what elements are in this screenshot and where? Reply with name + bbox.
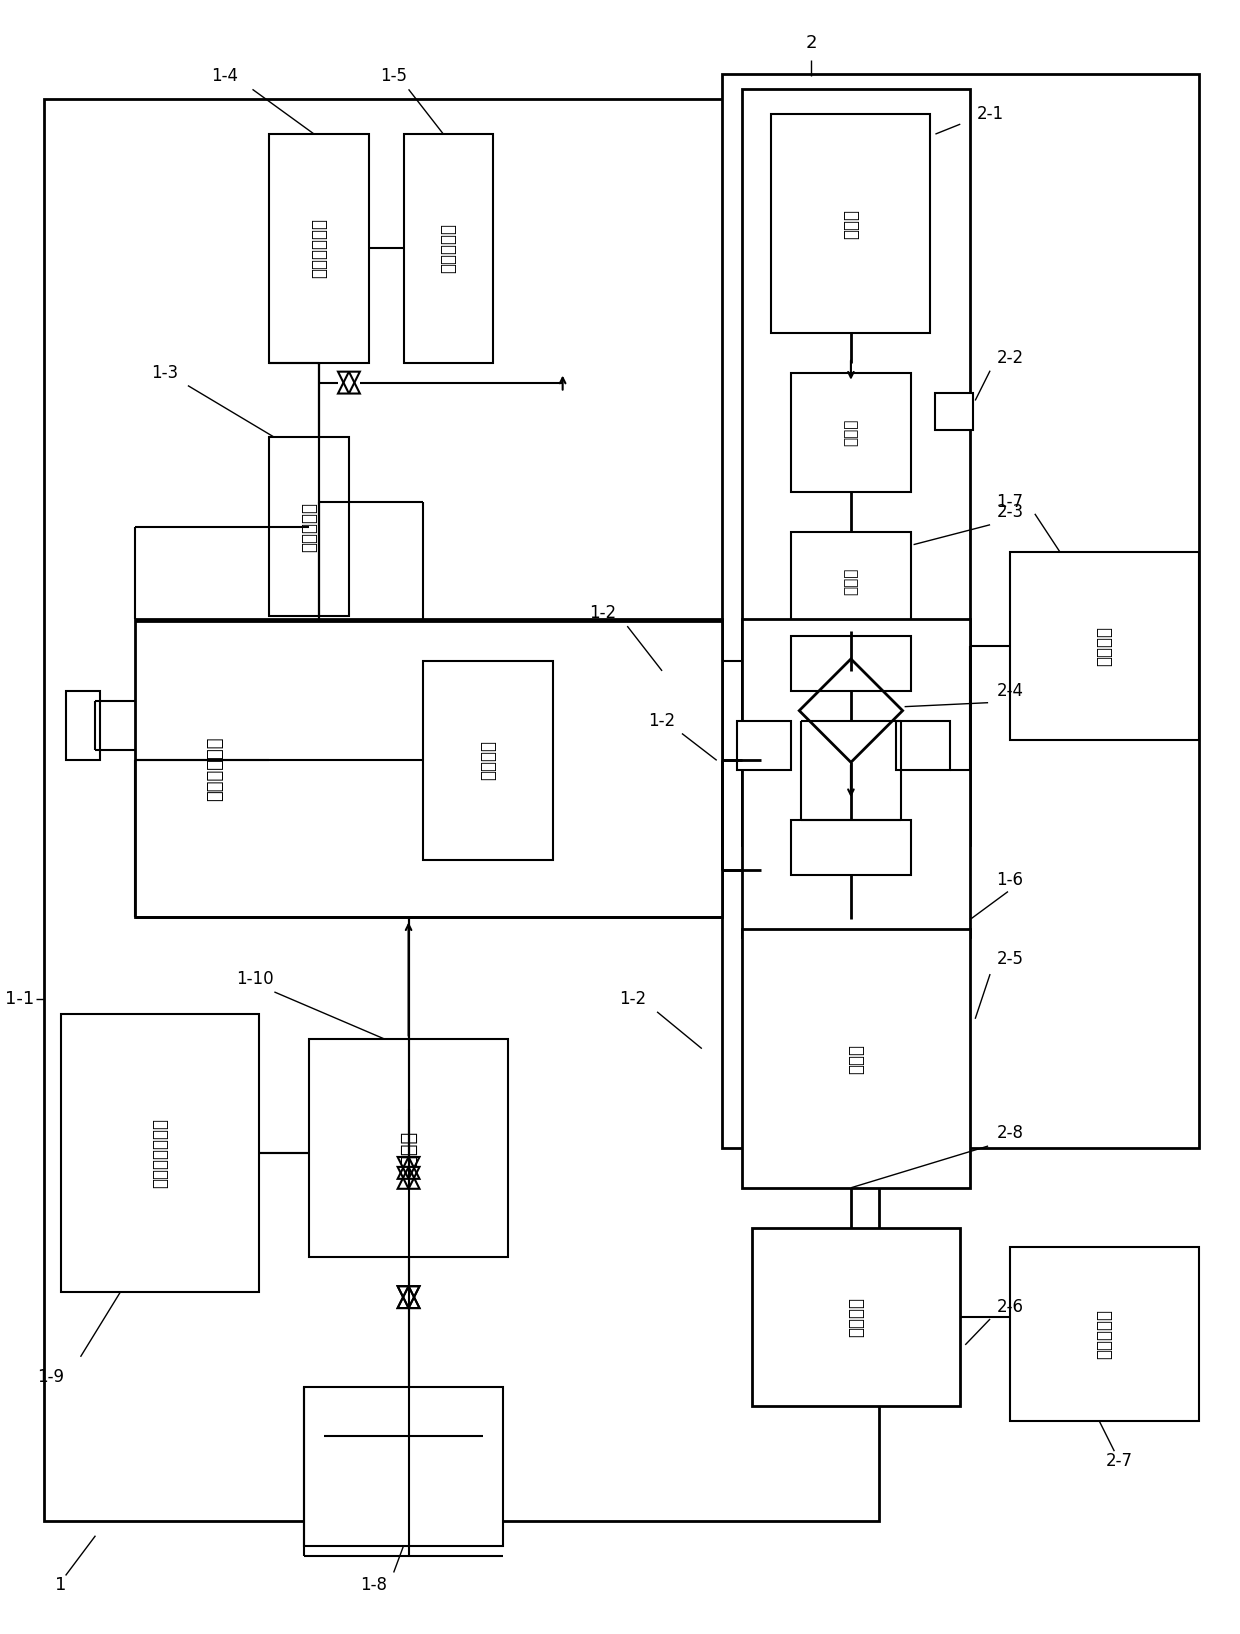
Bar xyxy=(43,100,879,1521)
Text: 2-4: 2-4 xyxy=(997,681,1023,699)
Text: 2-2: 2-2 xyxy=(997,348,1023,366)
Text: 1-2: 1-2 xyxy=(589,605,616,623)
Text: 准直镜: 准直镜 xyxy=(843,567,858,595)
Text: 激光器: 激光器 xyxy=(842,209,859,239)
Text: 1: 1 xyxy=(55,1577,66,1595)
Text: 2-6: 2-6 xyxy=(997,1297,1023,1315)
Text: 第二计算机: 第二计算机 xyxy=(439,224,458,273)
Bar xyxy=(791,820,910,874)
Text: 2-3: 2-3 xyxy=(997,503,1023,521)
Bar xyxy=(722,75,1199,1149)
Text: 1-7: 1-7 xyxy=(997,493,1023,511)
Text: 2-1: 2-1 xyxy=(977,105,1003,123)
Text: 第一计算机: 第一计算机 xyxy=(1095,1309,1114,1359)
Text: 数据采集系统: 数据采集系统 xyxy=(310,219,329,278)
Bar xyxy=(791,636,910,691)
Text: 1-6: 1-6 xyxy=(997,871,1023,889)
Text: 1-10: 1-10 xyxy=(236,971,273,989)
Bar xyxy=(1009,1247,1199,1422)
Bar xyxy=(269,134,368,363)
Bar xyxy=(61,1013,259,1292)
Bar xyxy=(742,619,970,938)
Bar xyxy=(66,691,100,760)
Bar xyxy=(135,619,722,917)
Bar xyxy=(791,531,910,631)
Text: 2-8: 2-8 xyxy=(997,1124,1023,1142)
Text: 1-1: 1-1 xyxy=(5,990,33,1008)
Text: 点火装置: 点火装置 xyxy=(1095,626,1114,667)
Text: 压力传感器: 压力传感器 xyxy=(300,502,319,552)
Text: 1-9: 1-9 xyxy=(37,1368,64,1386)
Bar xyxy=(742,930,970,1188)
Text: 2-7: 2-7 xyxy=(1106,1453,1133,1471)
Bar xyxy=(309,1039,508,1258)
Text: 加压器: 加压器 xyxy=(399,1131,418,1165)
Text: 1-2: 1-2 xyxy=(649,711,676,729)
Bar xyxy=(791,373,910,492)
Text: 1-5: 1-5 xyxy=(381,67,407,85)
Bar xyxy=(424,660,553,859)
Text: 2: 2 xyxy=(806,34,817,52)
Text: 电磁阀控制系统: 电磁阀控制系统 xyxy=(151,1118,169,1188)
Bar xyxy=(771,114,930,333)
Text: 高压密封容器: 高压密封容器 xyxy=(206,735,223,801)
Bar xyxy=(269,438,348,616)
Bar xyxy=(737,721,791,770)
Text: 光系统: 光系统 xyxy=(847,1044,864,1074)
Text: 被测试件: 被测试件 xyxy=(479,740,497,781)
Bar xyxy=(895,721,950,770)
Text: 面阵相机: 面阵相机 xyxy=(847,1297,864,1337)
Text: 1-8: 1-8 xyxy=(361,1577,387,1595)
Text: 扩束镜: 扩束镜 xyxy=(843,418,858,446)
Bar xyxy=(935,392,973,430)
Bar xyxy=(403,134,494,363)
Text: 2-5: 2-5 xyxy=(997,949,1023,969)
Text: 1-4: 1-4 xyxy=(211,67,238,85)
Text: 1-3: 1-3 xyxy=(151,364,179,382)
Bar xyxy=(742,90,970,845)
Bar xyxy=(751,1227,960,1407)
Bar xyxy=(1009,552,1199,740)
Bar xyxy=(304,1387,503,1546)
Text: 1-2: 1-2 xyxy=(619,990,646,1008)
